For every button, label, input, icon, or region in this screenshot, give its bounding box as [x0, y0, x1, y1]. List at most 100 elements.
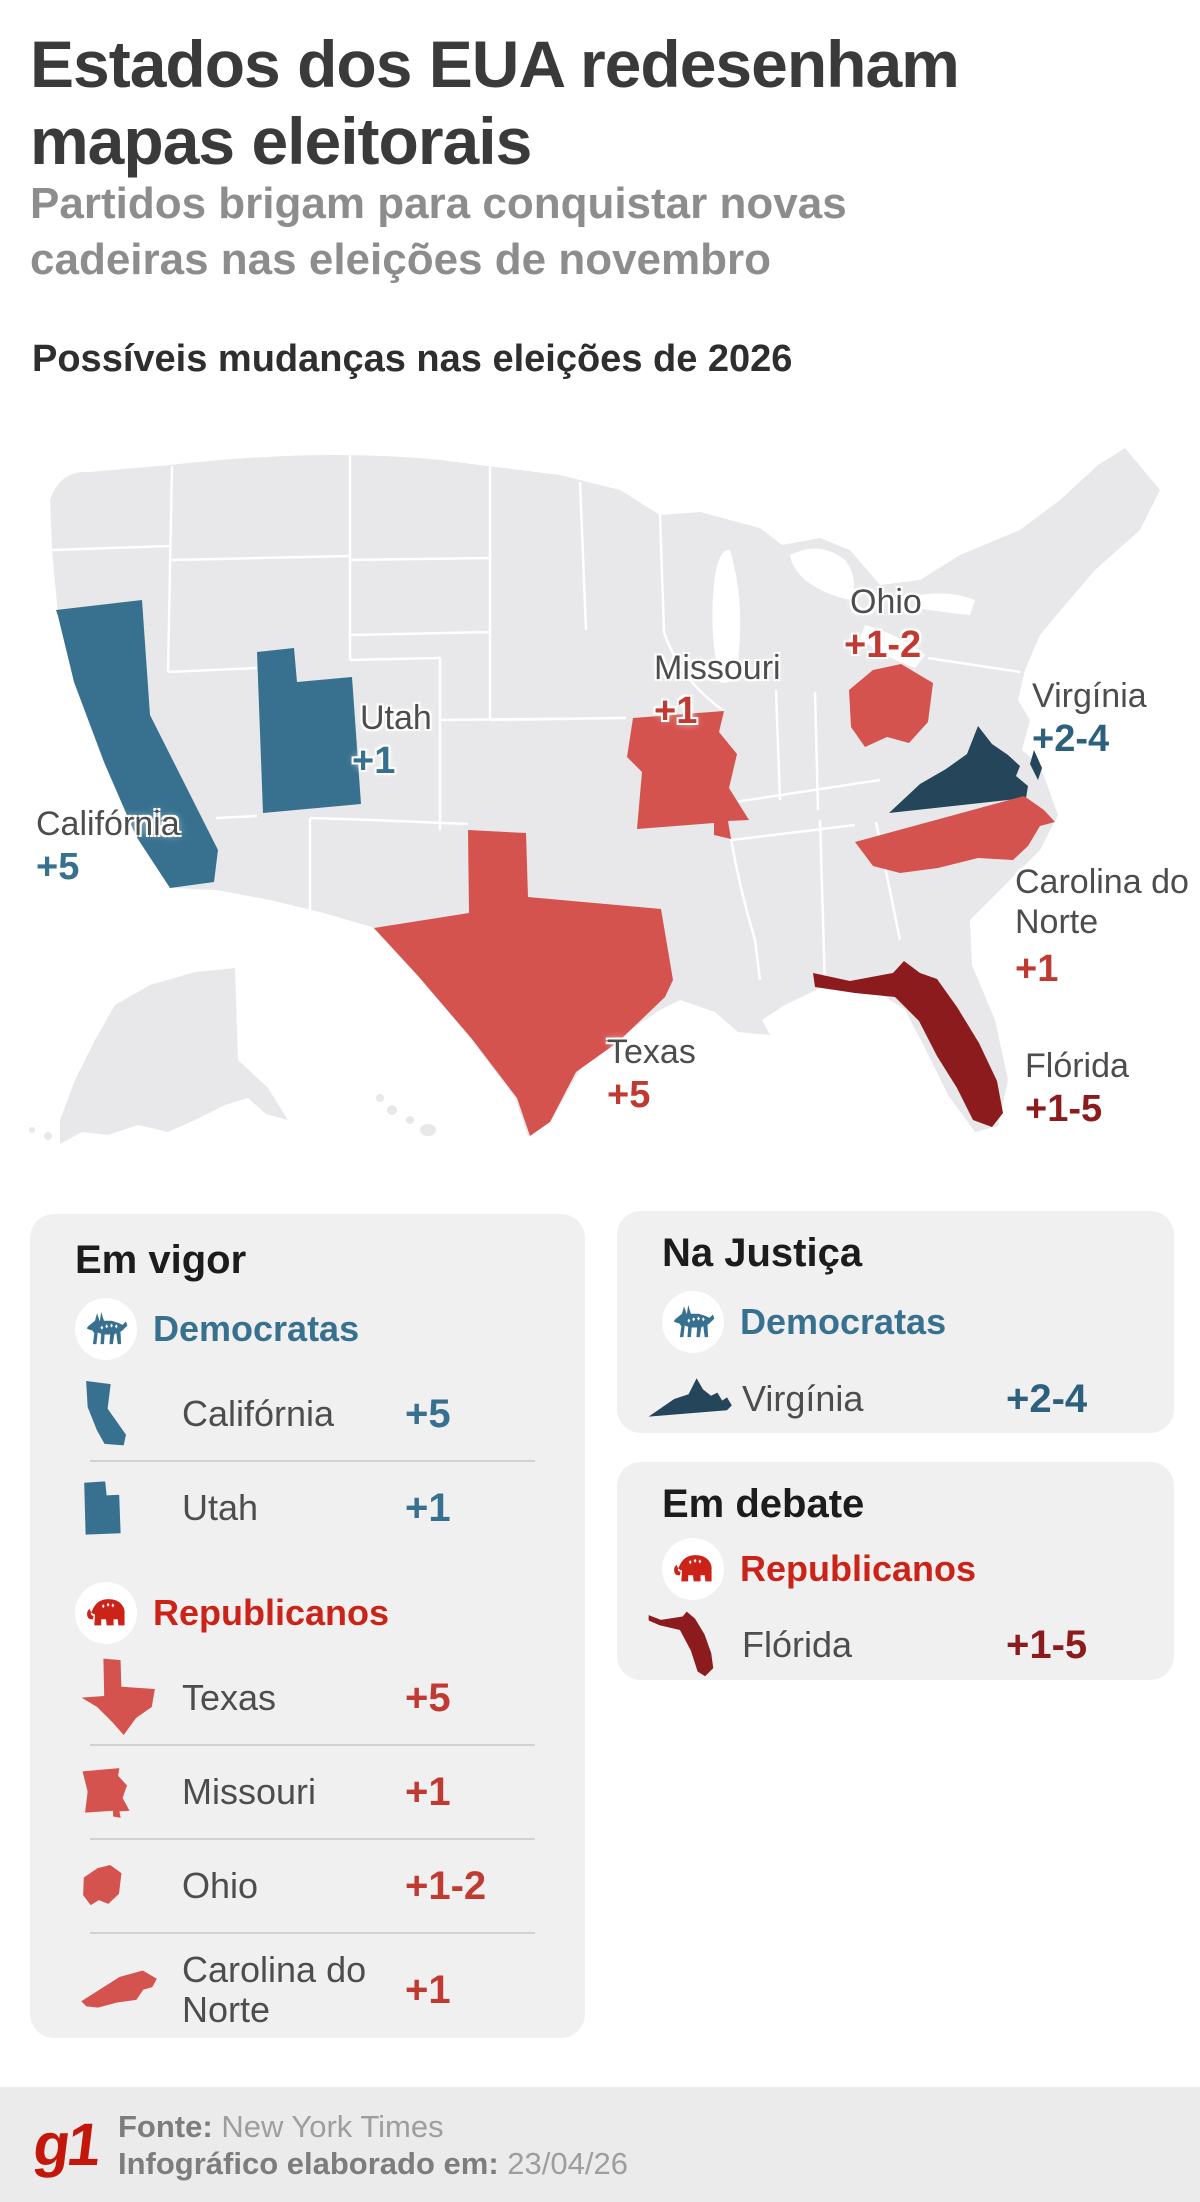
state-value: +1: [654, 690, 698, 732]
source-line: Fonte: New York Times: [118, 2108, 628, 2145]
republicans-header: Republicanos: [617, 1534, 1174, 1604]
state-name: Utah: [182, 1487, 259, 1528]
row-divider: [90, 1838, 535, 1840]
map-heading: Possíveis mudanças nas eleições de 2026: [32, 338, 793, 380]
donkey-icon: [673, 1304, 715, 1338]
aleutian-island: [44, 1132, 52, 1140]
state-value: +5: [405, 1391, 451, 1436]
state-name: Texas: [182, 1677, 277, 1718]
state-value: +1: [405, 1769, 451, 1814]
row-california: Califórnia +5: [30, 1368, 585, 1460]
state-name: Ohio: [182, 1865, 259, 1906]
state-name: Utah: [360, 699, 432, 737]
state-name: Flórida: [1025, 1047, 1129, 1085]
state-virginia: [889, 726, 1028, 813]
state-ohio: [849, 664, 933, 747]
state-value: +5: [405, 1675, 451, 1720]
state-california: [56, 600, 218, 888]
state-value: +1: [405, 1967, 451, 2012]
map-label-ohio: Ohio +1-2: [844, 582, 922, 666]
page-subtitle: Partidos brigam para conquistar novas ca…: [30, 176, 1030, 288]
page-title: Estados dos EUA redesenham mapas eleitor…: [30, 26, 1180, 180]
state-value: +2-4: [1032, 718, 1110, 760]
panel-em-vigor: Em vigor Democratas Califórnia +5 Utah +…: [30, 1214, 585, 2038]
lake-erie: [860, 625, 925, 668]
state-value: +2-4: [1006, 1376, 1088, 1421]
map-label-texas: Texas +5: [607, 1032, 696, 1116]
us-map-svg: [29, 448, 1160, 1144]
row-divider: [90, 1744, 535, 1746]
panel-na-justica: Na Justiça Democratas Virgínia +2-4: [617, 1211, 1174, 1433]
state-value: +1-2: [844, 624, 922, 666]
state-value: +5: [607, 1074, 651, 1116]
row-florida: Flórida +1-5: [617, 1604, 1174, 1686]
aleutian-island: [29, 1127, 35, 1133]
row-virginia: Virgínia +2-4: [617, 1361, 1174, 1437]
donkey-icon: [86, 1311, 128, 1345]
democrats-header: Democratas: [617, 1283, 1174, 1361]
row-missouri: Missouri +1: [30, 1746, 585, 1838]
state-borders: [51, 452, 1021, 989]
state-texas: [374, 830, 673, 1136]
democrat-badge: [662, 1291, 724, 1353]
g1-logo: g1: [29, 2111, 103, 2178]
state-value: +1-2: [405, 1863, 487, 1908]
lake-michigan: [712, 549, 741, 684]
state-name: Califórnia: [36, 805, 180, 843]
state-name: Missouri: [182, 1771, 317, 1812]
us-choropleth-map: Califórnia +5 Utah +1 Texas +5 Missouri …: [20, 420, 1189, 1165]
state-name: Carolina do Norte: [1015, 863, 1189, 941]
title-line-1: Estados dos EUA redesenham: [30, 27, 960, 101]
texas-icon: [80, 1657, 182, 1739]
map-label-california: Califórnia +5: [36, 804, 180, 888]
republicans-label: Republicanos: [153, 1592, 390, 1633]
elephant-icon: [674, 1555, 712, 1582]
north-carolina-icon: [80, 1969, 182, 2011]
state-utah: [257, 648, 361, 813]
state-name: Missouri: [654, 649, 781, 687]
democrats-label: Democratas: [740, 1301, 947, 1342]
virginia-icon: [647, 1375, 742, 1423]
source-label: Fonte:: [118, 2108, 213, 2144]
democrat-badge: [75, 1298, 137, 1360]
state-value: +1: [405, 1485, 451, 1530]
elephant-icon: [87, 1599, 125, 1626]
ohio-icon: [80, 1862, 182, 1910]
democrats-label: Democratas: [153, 1308, 360, 1349]
row-texas: Texas +5: [30, 1652, 585, 1744]
missouri-icon: [80, 1765, 182, 1819]
date-line: Infográfico elaborado em: 23/04/26: [118, 2145, 628, 2182]
lake-huron: [790, 548, 854, 600]
panel-em-debate: Em debate Republicanos Flórida +1-5: [617, 1462, 1174, 1680]
state-virginia-eastern-shore: [1030, 750, 1042, 780]
california-icon: [80, 1378, 182, 1450]
republicans-header: Republicanos: [30, 1574, 585, 1652]
florida-icon: [647, 1611, 742, 1679]
state-name: Texas: [607, 1033, 696, 1071]
utah-icon: [80, 1479, 182, 1537]
source-value: New York Times: [221, 2108, 444, 2144]
state-name: Califórnia: [182, 1393, 335, 1434]
republicans-label: Republicanos: [740, 1548, 977, 1589]
state-value: +1: [1015, 948, 1059, 990]
row-north-carolina: Carolina do Norte +1: [30, 1934, 585, 2046]
alaska-shape: [60, 968, 288, 1144]
panel-em-vigor-title: Em vigor: [75, 1238, 247, 1282]
us-lower48-shape: [50, 448, 1160, 1136]
subtitle-line-2: cadeiras nas eleições de novembro: [30, 235, 772, 284]
republican-badge: [75, 1582, 137, 1644]
row-ohio: Ohio +1-2: [30, 1840, 585, 1932]
state-name: Flórida: [742, 1624, 853, 1665]
row-divider: [90, 1932, 535, 1934]
state-name: Virgínia: [742, 1378, 864, 1419]
hawaii-island: [406, 1116, 414, 1124]
state-name: Virgínia: [1032, 677, 1147, 715]
map-label-utah: Utah +1: [352, 698, 432, 782]
panel-na-justica-title: Na Justiça: [662, 1231, 863, 1275]
republican-badge: [662, 1538, 724, 1600]
row-divider: [90, 1460, 535, 1462]
state-florida: [813, 961, 1003, 1127]
title-line-2: mapas eleitorais: [30, 104, 532, 178]
credits: Fonte: New York Times Infográfico elabor…: [118, 2108, 628, 2182]
